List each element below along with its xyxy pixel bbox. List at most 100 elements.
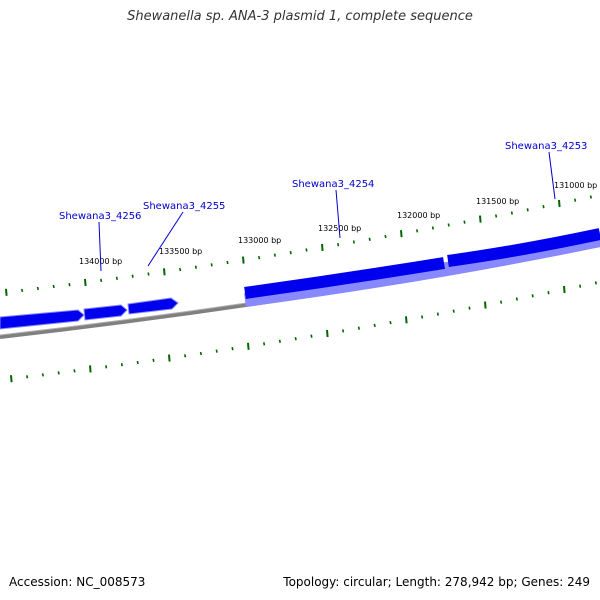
minor-tick: [526, 208, 529, 212]
minor-tick: [373, 323, 376, 328]
minor-tick: [305, 248, 308, 252]
sequence-summary: Topology: circular; Length: 278,942 bp; …: [283, 575, 590, 589]
major-tick: [10, 375, 13, 383]
minor-tick: [495, 214, 498, 218]
leader-shewana3-4254: [335, 189, 341, 239]
minor-tick: [273, 253, 276, 257]
major-tick: [479, 215, 482, 223]
major-tick: [400, 230, 403, 238]
major-tick: [242, 256, 245, 264]
minor-tick: [436, 312, 439, 316]
major-tick: [247, 342, 250, 350]
minor-tick: [26, 375, 29, 379]
gene-label-shewana3-4254[interactable]: Shewana3_4254: [292, 179, 374, 190]
minor-tick: [152, 358, 155, 362]
major-tick: [484, 301, 487, 309]
minor-tick: [500, 300, 503, 304]
minor-tick: [416, 229, 419, 233]
gene-labels: Shewana3_4253 Shewana3_4254 Shewana3_425…: [59, 141, 587, 222]
minor-tick: [194, 265, 197, 269]
gene-label-shewana3-4256[interactable]: Shewana3_4256: [59, 211, 141, 222]
gene-label-shewana3-4255[interactable]: Shewana3_4255: [143, 201, 225, 212]
minor-tick: [263, 342, 266, 346]
minor-tick: [579, 284, 582, 288]
minor-tick: [210, 263, 213, 267]
gene-shewana3-4256[interactable]: [83, 304, 128, 321]
minor-tick: [468, 306, 471, 310]
gene-left-partial[interactable]: [0, 309, 85, 330]
minor-tick: [100, 278, 103, 283]
major-tick: [5, 288, 8, 296]
tick-row-upper: [5, 195, 592, 296]
major-tick: [84, 278, 87, 287]
minor-tick: [215, 349, 218, 353]
minor-tick: [52, 284, 55, 289]
gene-shewana3-4254[interactable]: [244, 257, 445, 299]
accession-text: Accession: NC_008573: [9, 575, 146, 589]
minor-tick: [57, 371, 60, 375]
major-tick: [168, 354, 171, 362]
minor-tick: [547, 291, 550, 295]
tick-label-133000: 133000 bp: [238, 236, 281, 245]
major-tick: [558, 199, 561, 208]
minor-tick: [184, 354, 187, 358]
minor-tick: [452, 309, 455, 313]
map-title: Shewanella sp. ANA-3 plasmid 1, complete…: [127, 9, 473, 24]
minor-tick: [510, 211, 513, 215]
major-tick: [405, 316, 408, 324]
minor-tick: [594, 281, 597, 285]
minor-tick: [131, 274, 134, 278]
minor-tick: [226, 260, 229, 265]
minor-tick: [515, 297, 518, 301]
minor-tick: [294, 337, 297, 341]
minor-tick: [342, 329, 345, 333]
minor-tick: [463, 220, 466, 224]
minor-tick: [115, 276, 118, 280]
minor-tick: [231, 347, 234, 351]
minor-tick: [68, 282, 71, 287]
minor-tick: [384, 234, 387, 239]
major-tick: [163, 268, 166, 276]
minor-tick: [199, 351, 202, 356]
leader-shewana3-4255: [147, 211, 184, 267]
leader-shewana3-4253: [548, 151, 556, 200]
minor-tick: [368, 237, 371, 241]
minor-tick: [147, 272, 150, 276]
tick-label-131500: 131500 bp: [476, 197, 519, 206]
minor-tick: [337, 243, 340, 247]
minor-tick: [352, 240, 355, 244]
gene-label-leaders: [98, 151, 556, 272]
major-tick: [563, 285, 566, 294]
minor-tick: [574, 198, 577, 202]
minor-tick: [120, 363, 123, 367]
minor-tick: [21, 288, 24, 293]
tick-label-132000: 132000 bp: [397, 211, 440, 220]
leader-shewana3-4256: [98, 221, 102, 272]
major-tick: [326, 329, 329, 338]
minor-tick: [542, 205, 545, 209]
minor-tick: [278, 339, 281, 343]
minor-tick: [179, 267, 182, 272]
gene-label-shewana3-4253[interactable]: Shewana3_4253: [505, 141, 587, 152]
tick-label-131000: 131000 bp: [554, 181, 597, 190]
tick-row-lower: [10, 281, 597, 383]
minor-tick: [431, 226, 434, 230]
minor-tick: [41, 373, 44, 377]
minor-tick: [36, 286, 39, 291]
minor-tick: [421, 315, 424, 319]
tick-label-133500: 133500 bp: [159, 247, 202, 256]
minor-tick: [73, 369, 76, 373]
gene-shewana3-4253[interactable]: [447, 228, 600, 267]
gene-track: [0, 228, 600, 330]
major-tick: [89, 365, 92, 373]
minor-tick: [357, 326, 360, 330]
minor-tick: [447, 223, 450, 227]
minor-tick: [258, 255, 261, 260]
minor-tick: [105, 365, 108, 369]
minor-tick: [136, 360, 139, 365]
minor-tick: [531, 294, 534, 298]
gene-shewana3-4255[interactable]: [127, 297, 179, 315]
minor-tick: [389, 320, 392, 325]
major-tick: [321, 243, 324, 251]
